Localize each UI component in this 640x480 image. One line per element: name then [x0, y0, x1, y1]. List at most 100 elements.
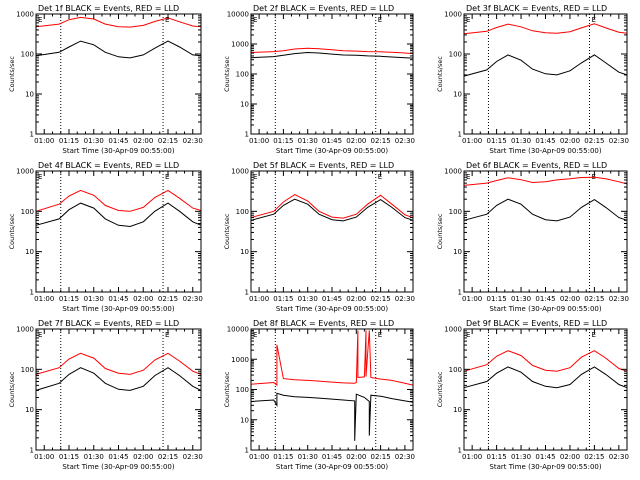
y-tick-label: 10 [240, 416, 249, 424]
x-axis-label: Start Time (30-Apr-09 00:55:00) [276, 305, 388, 313]
y-axis-label: Counts/sec [8, 56, 16, 92]
chart-panel-7: Det 7f BLACK = Events, RED = LLD E E 1 10 100… [8, 319, 203, 471]
x-tick-label: 02:00 [133, 453, 153, 461]
x-tick-label: 02:15 [371, 453, 391, 461]
x-axis-label: Start Time (30-Apr-09 00:55:00) [62, 147, 174, 155]
y-tick-label: 1000 [231, 168, 249, 176]
series-line-events [250, 51, 414, 59]
y-tick-label: 1000 [16, 326, 34, 334]
x-tick-label: 02:00 [133, 295, 153, 303]
y-tick-label: 100 [21, 51, 34, 59]
y-tick-label: 1 [458, 131, 462, 139]
event-marker-label: E [592, 16, 596, 24]
series-line-events [463, 198, 628, 222]
y-tick-label: 1000 [444, 326, 462, 334]
event-marker-label: E [165, 16, 169, 24]
y-tick-label: 10 [453, 248, 462, 256]
x-tick-label: 02:15 [158, 453, 178, 461]
x-axis-label: Start Time (30-Apr-09 00:55:00) [276, 147, 388, 155]
event-marker-label: E [378, 16, 382, 24]
x-tick-label: 01:00 [462, 137, 482, 145]
series-line-lld [250, 330, 414, 387]
x-tick-label: 02:30 [183, 453, 203, 461]
chart-title: Det 1f BLACK = Events, RED = LLD [38, 4, 179, 13]
y-tick-label: 100 [236, 208, 249, 216]
x-tick-label: 02:30 [183, 137, 203, 145]
y-axis-label: Counts/sec [223, 371, 231, 407]
event-marker-label: E [165, 173, 169, 181]
y-tick-label: 100 [21, 366, 34, 374]
x-axis-label: Start Time (30-Apr-09 00:55:00) [489, 305, 601, 313]
event-marker-label: E [253, 331, 257, 339]
series-line-lld [250, 194, 414, 219]
x-tick-label: 01:30 [511, 453, 531, 461]
x-tick-label: 01:00 [249, 295, 269, 303]
x-tick-label: 02:30 [395, 137, 415, 145]
chart-title: Det 6f BLACK = Events, RED = LLD [466, 161, 607, 170]
series-line-lld [463, 350, 628, 372]
y-tick-label: 100 [21, 208, 34, 216]
x-axis-label: Start Time (30-Apr-09 00:55:00) [62, 463, 174, 471]
x-axis-label: Start Time (30-Apr-09 00:55:00) [489, 463, 601, 471]
y-tick-label: 1000 [444, 11, 462, 19]
event-marker-label: E [592, 331, 596, 339]
x-tick-label: 01:00 [462, 453, 482, 461]
event-marker-label: E [38, 331, 42, 339]
series-line-events [250, 198, 414, 222]
series-line-lld [250, 47, 414, 55]
x-tick-label: 01:45 [108, 295, 128, 303]
x-tick-label: 02:30 [609, 295, 629, 303]
y-axis-label: Counts/sec [223, 213, 231, 249]
event-marker-label: E [253, 16, 257, 24]
event-marker-label: E [378, 331, 382, 339]
chart-panel-4: Det 4f BLACK = Events, RED = LLD E E 1 10 100… [8, 161, 203, 313]
x-tick-label: 01:00 [34, 453, 54, 461]
event-marker-label: E [466, 173, 470, 181]
y-tick-label: 1000 [16, 168, 34, 176]
x-tick-label: 02:00 [346, 453, 366, 461]
x-tick-label: 02:15 [158, 137, 178, 145]
y-tick-label: 10 [25, 91, 34, 99]
y-tick-label: 1000 [16, 11, 34, 19]
series-line-lld [463, 176, 628, 186]
chart-title: Det 8f BLACK = Events, RED = LLD [253, 319, 394, 328]
x-tick-label: 01:00 [462, 295, 482, 303]
x-axis-label: Start Time (30-Apr-09 00:55:00) [276, 463, 388, 471]
y-axis-label: Counts/sec [436, 56, 444, 92]
event-marker-label: E [466, 331, 470, 339]
y-tick-label: 10 [240, 101, 249, 109]
x-tick-label: 01:15 [273, 137, 293, 145]
x-tick-label: 01:30 [298, 137, 318, 145]
x-tick-label: 02:15 [584, 137, 604, 145]
x-tick-label: 01:45 [535, 295, 555, 303]
chart-title: Det 7f BLACK = Events, RED = LLD [38, 319, 179, 328]
x-tick-label: 02:15 [584, 453, 604, 461]
x-tick-label: 02:00 [346, 137, 366, 145]
series-line-lld [35, 16, 202, 28]
x-tick-label: 02:15 [158, 295, 178, 303]
series-line-lld [35, 189, 202, 212]
x-tick-label: 01:15 [59, 295, 79, 303]
x-tick-label: 01:15 [273, 453, 293, 461]
x-tick-label: 02:00 [346, 295, 366, 303]
chart-title: Det 9f BLACK = Events, RED = LLD [466, 319, 607, 328]
y-tick-label: 1 [30, 447, 34, 455]
x-tick-label: 02:30 [395, 453, 415, 461]
y-tick-label: 100 [449, 51, 462, 59]
chart-title: Det 5f BLACK = Events, RED = LLD [253, 161, 394, 170]
y-tick-label: 100 [236, 71, 249, 79]
event-marker-label: E [253, 173, 257, 181]
x-tick-label: 01:45 [322, 295, 342, 303]
y-tick-label: 10 [240, 248, 249, 256]
x-tick-label: 02:15 [371, 137, 391, 145]
x-tick-label: 01:15 [273, 295, 293, 303]
event-marker-label: E [38, 16, 42, 24]
y-tick-label: 100 [449, 366, 462, 374]
x-tick-label: 02:15 [371, 295, 391, 303]
y-tick-label: 1000 [444, 168, 462, 176]
y-axis-label: Counts/sec [8, 213, 16, 249]
chart-panel-5: Det 5f BLACK = Events, RED = LLD E E 1 10 100… [223, 161, 415, 313]
x-tick-label: 01:00 [249, 453, 269, 461]
y-tick-label: 1 [245, 131, 249, 139]
